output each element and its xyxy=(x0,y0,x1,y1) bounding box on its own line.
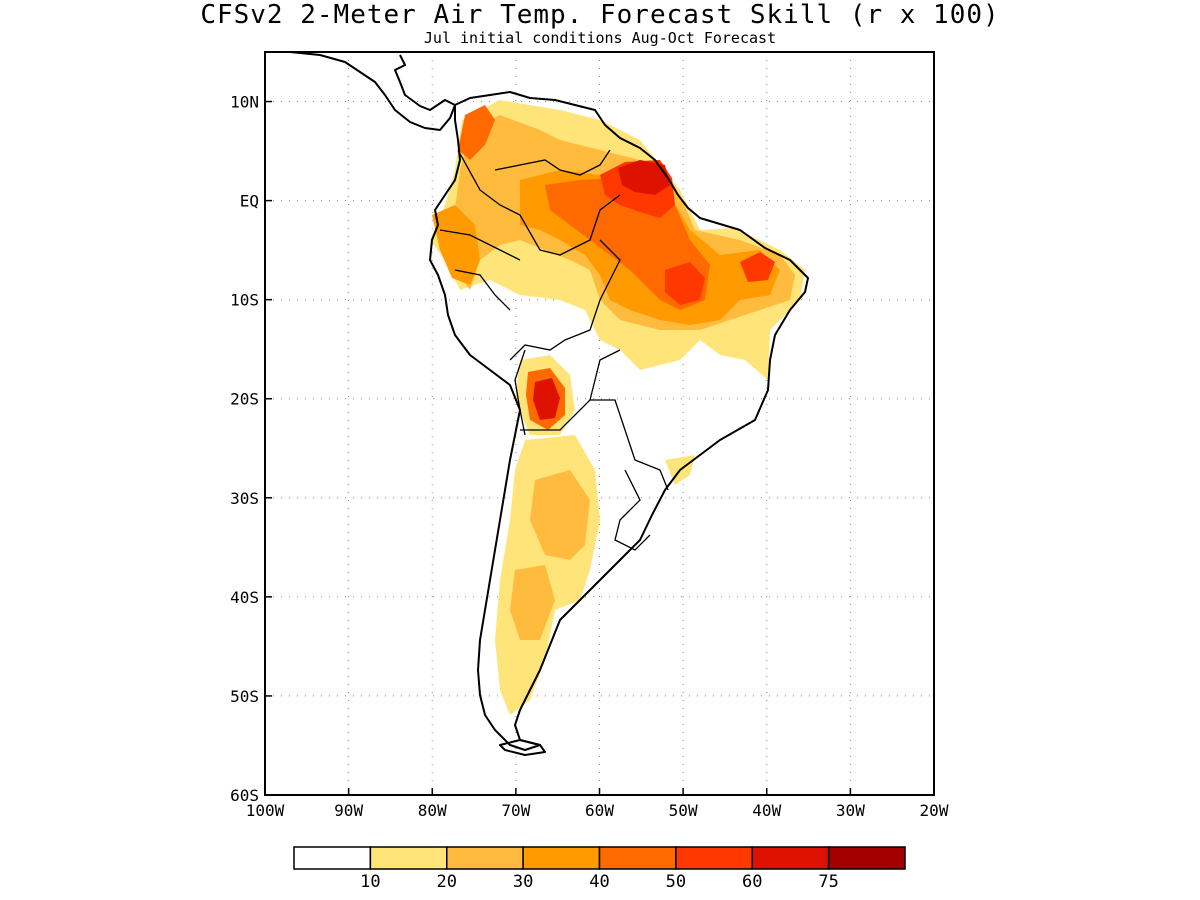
colorbar-swatch xyxy=(751,846,830,870)
lon-tick-label: 20W xyxy=(920,801,949,820)
lon-tick-label: 70W xyxy=(501,801,530,820)
colorbar-swatch xyxy=(369,846,448,870)
skill-region-colombia-hot xyxy=(458,105,495,160)
lat-tick-label: 10S xyxy=(230,291,259,310)
skill-region-brazil-hot-2 xyxy=(740,252,775,282)
lat-tick-label: EQ xyxy=(240,192,259,211)
south-america-coastline xyxy=(289,52,809,756)
lon-tick-label: 30W xyxy=(836,801,865,820)
skill-region-guiana-peak xyxy=(618,160,670,195)
lon-tick-label: 60W xyxy=(585,801,614,820)
colorbar-swatch xyxy=(827,846,906,870)
lat-tick-label: 30S xyxy=(230,489,259,508)
lat-tick-label: 40S xyxy=(230,588,259,607)
colorbar-swatch xyxy=(446,846,524,870)
lat-tick-label: 10N xyxy=(230,93,259,112)
skill-shading xyxy=(430,100,805,715)
colorbar-swatch xyxy=(293,846,372,870)
colorbar-swatch xyxy=(598,846,677,870)
longitude-labels: 100W 90W 80W 70W 60W 50W 40W 30W 20W xyxy=(246,788,949,820)
lon-tick-label: 90W xyxy=(334,801,363,820)
lat-tick-label: 20S xyxy=(230,390,259,409)
lon-tick-label: 50W xyxy=(669,801,698,820)
colorbar-label: 20 xyxy=(437,872,457,892)
lon-tick-label: 80W xyxy=(418,801,447,820)
colorbar-label: 30 xyxy=(513,872,533,892)
skill-region-argentina-south-mid xyxy=(510,565,555,640)
skill-region-bolivia-peak xyxy=(533,378,560,420)
colorbar-labels: 10 20 30 40 50 60 75 xyxy=(360,872,839,892)
lat-tick-label: 50S xyxy=(230,687,259,706)
lon-tick-label: 40W xyxy=(752,801,781,820)
skill-region-argentina-mid xyxy=(530,470,590,560)
colorbar-label: 60 xyxy=(742,872,762,892)
colorbar-label: 75 xyxy=(818,872,838,892)
lat-tick-label: 60S xyxy=(230,786,259,805)
lon-tick-label: 100W xyxy=(246,801,285,820)
country-borders xyxy=(439,149,669,551)
latitude-labels: 10N EQ 10S 20S 30S 40S 50S 60S xyxy=(230,93,272,805)
colorbar-swatch xyxy=(522,846,601,870)
map-title: CFSv2 2-Meter Air Temp. Forecast Skill (… xyxy=(200,0,1000,30)
colorbar-label: 10 xyxy=(360,872,380,892)
skill-region-ecuador-mid xyxy=(432,205,480,285)
skill-region-brazil-hot-1 xyxy=(665,262,705,305)
colorbar-label: 40 xyxy=(589,872,609,892)
colorbar-swatch xyxy=(675,846,753,870)
colorbar xyxy=(293,846,906,870)
colorbar-label: 50 xyxy=(666,872,686,892)
map-subtitle: Jul initial conditions Aug-Oct Forecast xyxy=(423,29,777,47)
